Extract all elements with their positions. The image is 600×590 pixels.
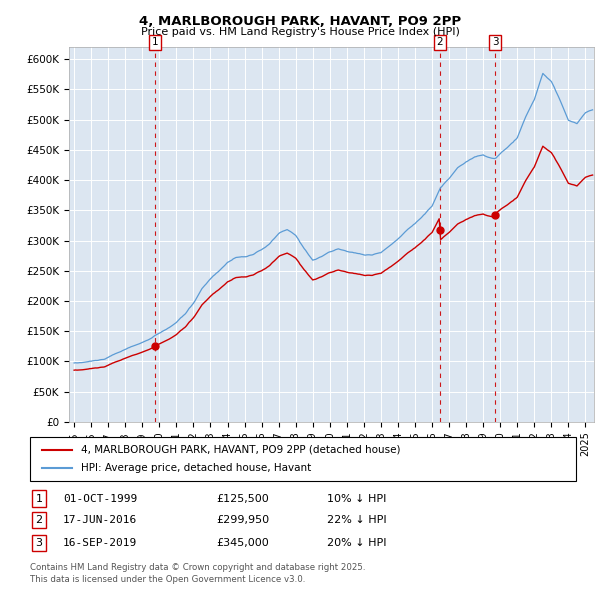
Text: 4, MARLBOROUGH PARK, HAVANT, PO9 2PP (detached house): 4, MARLBOROUGH PARK, HAVANT, PO9 2PP (de…	[81, 445, 401, 455]
Text: 2: 2	[437, 37, 443, 47]
Text: This data is licensed under the Open Government Licence v3.0.: This data is licensed under the Open Gov…	[30, 575, 305, 584]
Text: 20% ↓ HPI: 20% ↓ HPI	[327, 538, 386, 548]
Text: £345,000: £345,000	[216, 538, 269, 548]
Text: 16-SEP-2019: 16-SEP-2019	[63, 538, 137, 548]
Text: £125,500: £125,500	[216, 494, 269, 503]
Text: 01-OCT-1999: 01-OCT-1999	[63, 494, 137, 503]
Text: 4, MARLBOROUGH PARK, HAVANT, PO9 2PP: 4, MARLBOROUGH PARK, HAVANT, PO9 2PP	[139, 15, 461, 28]
Text: £299,950: £299,950	[216, 516, 269, 525]
Text: 2: 2	[35, 516, 43, 525]
Text: 1: 1	[35, 494, 43, 503]
Text: 3: 3	[35, 538, 43, 548]
Text: 22% ↓ HPI: 22% ↓ HPI	[327, 516, 386, 525]
Text: Price paid vs. HM Land Registry's House Price Index (HPI): Price paid vs. HM Land Registry's House …	[140, 27, 460, 37]
Text: 1: 1	[152, 37, 158, 47]
Text: 17-JUN-2016: 17-JUN-2016	[63, 516, 137, 525]
Text: 3: 3	[492, 37, 499, 47]
Text: Contains HM Land Registry data © Crown copyright and database right 2025.: Contains HM Land Registry data © Crown c…	[30, 563, 365, 572]
Text: 10% ↓ HPI: 10% ↓ HPI	[327, 494, 386, 503]
Text: HPI: Average price, detached house, Havant: HPI: Average price, detached house, Hava…	[81, 463, 311, 473]
